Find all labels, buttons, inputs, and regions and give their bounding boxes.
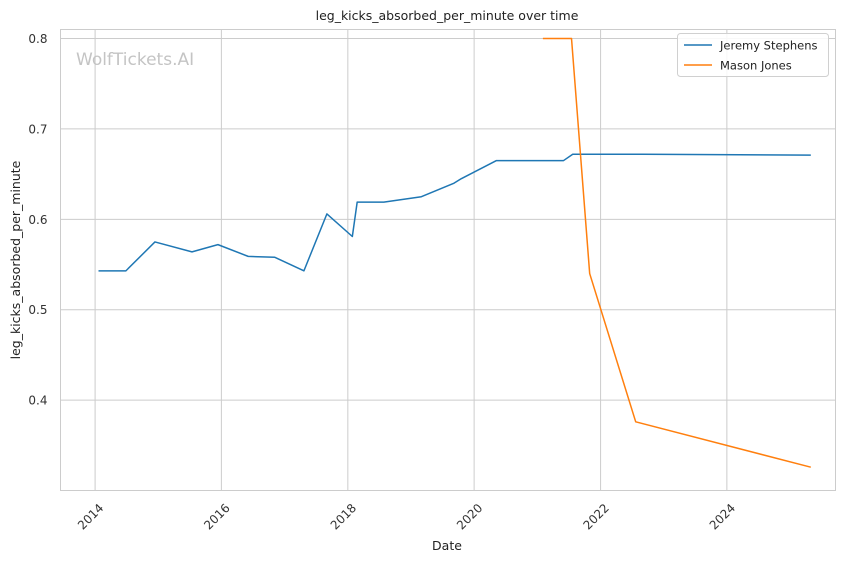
x-axis-label: Date <box>432 538 462 553</box>
y-tick-label: 0.4 <box>28 394 47 408</box>
legend: Jeremy Stephens Mason Jones <box>677 33 829 77</box>
y-tick-label: 0.7 <box>28 122 47 136</box>
y-tick-label: 0.6 <box>28 213 47 227</box>
y-tick-label: 0.5 <box>28 303 47 317</box>
plot-area-frame <box>60 29 836 491</box>
legend-box <box>677 33 829 77</box>
series-line-mason-jones <box>542 37 811 468</box>
legend-label-jeremy-stephens: Jeremy Stephens <box>719 39 818 53</box>
chart-title: leg_kicks_absorbed_per_minute over time <box>316 8 579 23</box>
series <box>98 37 811 468</box>
y-tick-label: 0.8 <box>28 32 47 46</box>
watermark: WolfTickets.AI <box>76 50 194 70</box>
grid <box>60 29 836 491</box>
y-axis-label: leg_kicks_absorbed_per_minute <box>8 160 23 359</box>
legend-label-mason-jones: Mason Jones <box>720 59 792 73</box>
series-line-jeremy-stephens <box>98 153 811 272</box>
